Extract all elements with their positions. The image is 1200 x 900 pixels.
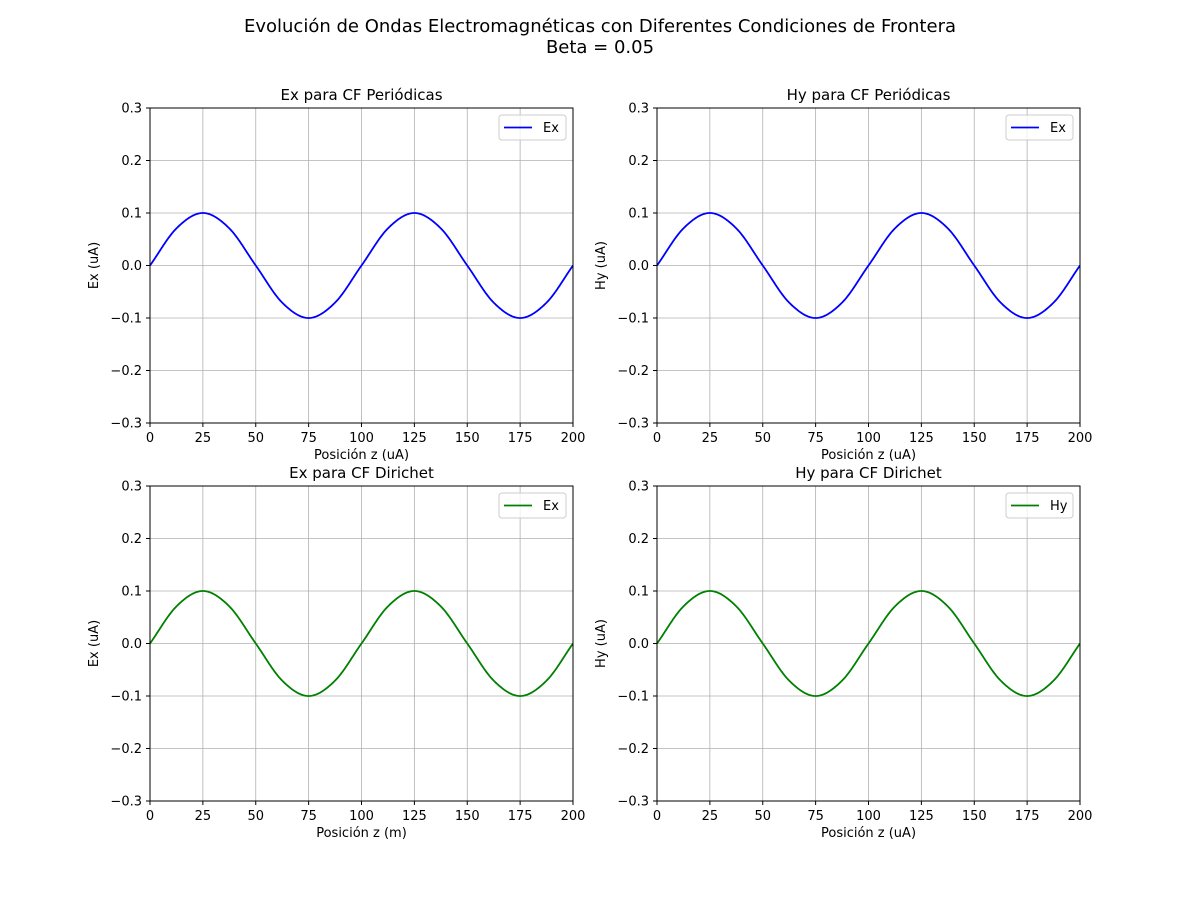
x-tick-label: 200: [1068, 809, 1093, 824]
legend-box: [1005, 492, 1074, 519]
x-tick-label: 25: [702, 809, 719, 824]
x-tick-label: 100: [349, 809, 374, 824]
x-tick-label: 50: [754, 431, 771, 446]
x-tick-label: 150: [962, 431, 987, 446]
y-tick-label: 0.2: [121, 154, 142, 169]
x-tick-label: 150: [962, 809, 987, 824]
x-tick-label: 100: [856, 431, 881, 446]
y-tick-label: −0.3: [110, 417, 142, 432]
y-tick-label: −0.1: [617, 690, 649, 705]
y-tick-label: 0.2: [121, 532, 142, 547]
y-tick-label: 0.0: [628, 259, 649, 274]
x-tick-label: 175: [1015, 431, 1040, 446]
x-tick-label: 150: [455, 431, 480, 446]
x-tick-label: 75: [300, 431, 317, 446]
series-line-ex: [149, 590, 574, 697]
chart-title: Hy para CF Dirichet: [795, 464, 942, 482]
legend-box: [498, 492, 567, 519]
y-axis-label: Ex (uA): [87, 242, 102, 289]
chart-panel-3: 0 25 50 75 100 125 150 175 200 −0.3 −0.2 −0.1 0.0 0.1…: [87, 464, 585, 841]
x-tick-label: 50: [754, 809, 771, 824]
x-tick-label: 150: [455, 809, 480, 824]
x-tick-label: 25: [195, 431, 212, 446]
y-tick-label: 0.3: [628, 480, 649, 495]
y-tick-label: 0.3: [628, 102, 649, 117]
y-tick-label: 0.3: [121, 102, 142, 117]
figure-title: Evolución de Ondas Electromagnéticas con…: [0, 16, 1200, 58]
x-tick-label: 200: [561, 809, 586, 824]
y-axis-label: Ex (uA): [87, 620, 102, 667]
x-tick-label: 175: [1015, 809, 1040, 824]
x-axis-label: Posición z (uA): [314, 448, 409, 463]
x-tick-label: 25: [195, 809, 212, 824]
legend-label: Ex: [1050, 121, 1066, 136]
x-tick-label: 50: [247, 431, 264, 446]
x-axis-label: Posición z (uA): [821, 826, 916, 841]
chart-title: Hy para CF Periódicas: [787, 86, 951, 104]
y-tick-label: 0.1: [628, 585, 649, 600]
x-tick-label: 75: [300, 809, 317, 824]
x-tick-label: 0: [653, 809, 661, 824]
legend-label: Ex: [543, 499, 559, 514]
y-tick-label: −0.1: [617, 312, 649, 327]
y-tick-label: −0.2: [110, 364, 142, 379]
chart-title: Ex para CF Periódicas: [280, 86, 442, 104]
y-tick-label: 0.0: [121, 637, 142, 652]
x-tick-label: 25: [702, 431, 719, 446]
x-tick-label: 175: [508, 809, 533, 824]
series-line-hy: [656, 590, 1081, 697]
x-tick-label: 200: [561, 431, 586, 446]
x-tick-label: 0: [146, 431, 154, 446]
y-tick-label: 0.1: [121, 207, 142, 222]
y-tick-label: −0.3: [617, 417, 649, 432]
chart-panel-1: 0 25 50 75 100 125 150 175 200 −0.3 −0.2 −0.1 0.0 0.1…: [87, 86, 585, 463]
y-tick-label: 0.0: [628, 637, 649, 652]
x-tick-label: 100: [349, 431, 374, 446]
figure-title-line2: Beta = 0.05: [545, 37, 655, 58]
y-axis-label: Hy (uA): [594, 619, 609, 668]
legend-box: [1005, 114, 1074, 141]
legend-box: [498, 114, 567, 141]
y-axis-label: Hy (uA): [594, 241, 609, 290]
x-tick-label: 125: [402, 809, 427, 824]
x-axis-label: Posición z (uA): [821, 448, 916, 463]
y-tick-label: −0.2: [110, 742, 142, 757]
y-tick-label: −0.1: [110, 312, 142, 327]
x-axis-label: Posición z (m): [316, 826, 407, 841]
y-tick-label: 0.3: [121, 480, 142, 495]
x-tick-label: 75: [807, 431, 824, 446]
chart-title: Ex para CF Dirichet: [289, 464, 434, 482]
chart-panel-2: 0 25 50 75 100 125 150 175 200 −0.3 −0.2 −0.1 0.0 0.1…: [594, 86, 1092, 463]
x-tick-label: 100: [856, 809, 881, 824]
y-tick-label: −0.1: [110, 690, 142, 705]
y-tick-label: 0.1: [121, 585, 142, 600]
x-tick-label: 200: [1068, 431, 1093, 446]
y-tick-label: 0.0: [121, 259, 142, 274]
y-tick-label: 0.2: [628, 532, 649, 547]
legend-label: Ex: [543, 121, 559, 136]
x-tick-label: 125: [402, 431, 427, 446]
x-tick-label: 50: [247, 809, 264, 824]
y-tick-label: −0.3: [617, 795, 649, 810]
series-line-ex: [149, 212, 574, 319]
y-tick-label: −0.2: [617, 742, 649, 757]
x-tick-label: 0: [146, 809, 154, 824]
x-tick-label: 125: [909, 809, 934, 824]
x-tick-label: 175: [508, 431, 533, 446]
x-tick-label: 125: [909, 431, 934, 446]
y-tick-label: −0.2: [617, 364, 649, 379]
legend-label: Hy: [1050, 499, 1068, 514]
y-tick-label: −0.3: [110, 795, 142, 810]
x-tick-label: 0: [653, 431, 661, 446]
series-line-ex: [656, 212, 1081, 319]
y-tick-label: 0.1: [628, 207, 649, 222]
chart-panel-4: 0 25 50 75 100 125 150 175 200 −0.3 −0.2 −0.1 0.0 0.1…: [594, 464, 1092, 841]
figure-title-line1: Evolución de Ondas Electromagnéticas con…: [243, 16, 956, 37]
y-tick-label: 0.2: [628, 154, 649, 169]
x-tick-label: 75: [807, 809, 824, 824]
